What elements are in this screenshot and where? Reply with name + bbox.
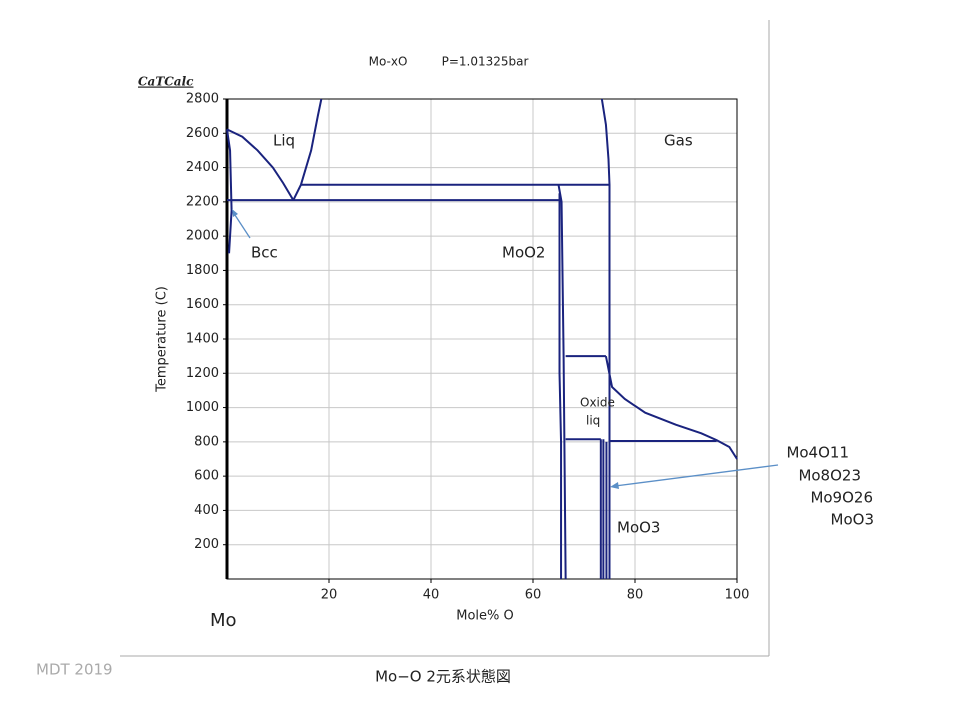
phase-label: MoO2 — [502, 244, 545, 262]
phase-label: Mo8O23 — [798, 467, 861, 485]
y-tick-label: 2400 — [186, 160, 219, 175]
phase-label: Mo9O26 — [810, 489, 873, 507]
x-axis-label: Mole% O — [456, 609, 514, 624]
x-tick-label: 60 — [525, 588, 542, 603]
phase-boundary — [600, 98, 611, 579]
phase-label: liq — [586, 414, 600, 428]
phase-label: Oxide — [580, 396, 615, 410]
y-tick-label: 600 — [194, 469, 219, 484]
x-tick-label: 100 — [725, 588, 750, 603]
phase-boundary — [226, 129, 233, 254]
phase-label: Liq — [273, 132, 295, 150]
plot: 200 400 600 800 1000 1200 1400 1600 1800 2000 2200… — [186, 92, 750, 603]
phase-label: Bcc — [251, 244, 278, 262]
phase-boundary — [292, 98, 323, 201]
brand: CaTCalc — [138, 75, 194, 89]
phase-boundary — [226, 128, 295, 201]
phase-label: Gas — [664, 132, 693, 150]
y-tick-label: 2800 — [186, 92, 219, 107]
y-tick-label: 1400 — [186, 332, 219, 347]
arrow — [614, 464, 779, 487]
y-axis-label: Temperature (C) — [155, 286, 170, 393]
phase-boundary — [557, 184, 567, 580]
y-tick-label: 200 — [194, 537, 219, 552]
x-tick-label: 40 — [423, 588, 440, 603]
y-tick-label: 1200 — [186, 366, 219, 381]
origin-label: Mo — [210, 610, 237, 631]
phase-boundary — [558, 193, 563, 579]
y-tick-label: 1000 — [186, 400, 219, 415]
footer-credit: MDT 2019 — [36, 661, 113, 679]
y-tick-label: 800 — [194, 434, 219, 449]
y-tick-label: 400 — [194, 503, 219, 518]
y-tick-label: 2000 — [186, 229, 219, 244]
y-tick-label: 1800 — [186, 263, 219, 278]
phase-label: Mo4O11 — [786, 444, 849, 462]
arrow-head — [610, 482, 619, 489]
arrow — [232, 211, 251, 239]
x-tick-label: 80 — [627, 588, 644, 603]
phase-label: MoO3 — [831, 511, 874, 529]
x-tick-label: 20 — [321, 588, 338, 603]
y-tick-label: 1600 — [186, 297, 219, 312]
phase-label: MoO3 — [617, 519, 660, 537]
chart-title: Mo-xO — [369, 55, 408, 69]
chart-subtitle: P=1.01325bar — [442, 55, 529, 69]
y-tick-label: 2600 — [186, 126, 219, 141]
y-tick-label: 2200 — [186, 194, 219, 209]
phase-boundary — [604, 355, 738, 460]
footer-caption: Mo−O 2元系状態図 — [375, 668, 511, 686]
arrow-head — [232, 209, 238, 217]
